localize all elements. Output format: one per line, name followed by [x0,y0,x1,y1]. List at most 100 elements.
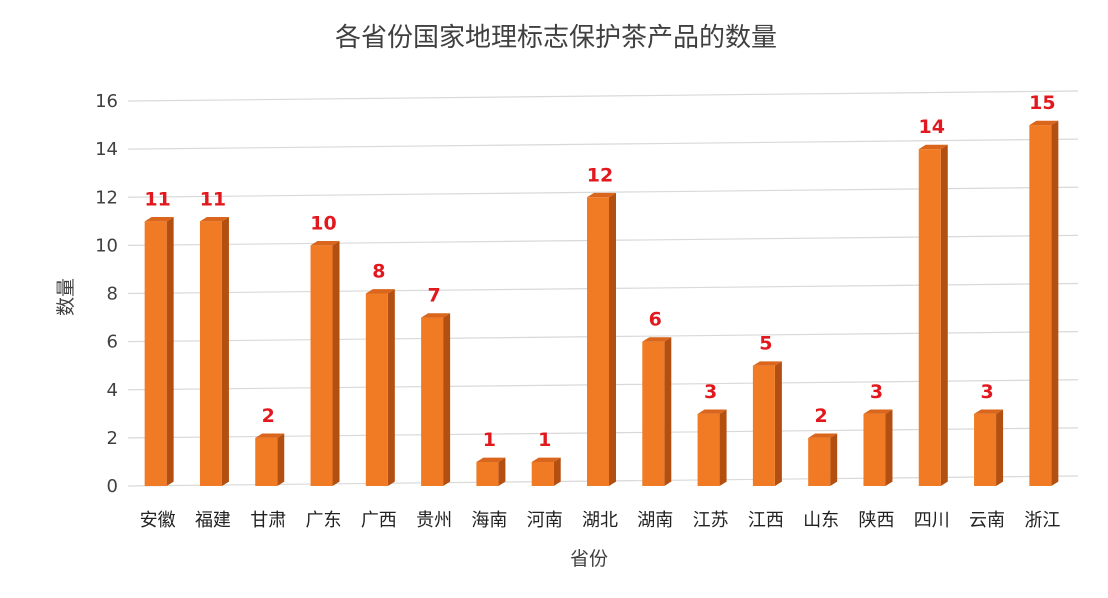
bar-side [774,361,782,486]
bar-front [476,461,499,486]
bar [918,144,948,486]
data-label: 1 [538,429,551,451]
bar-front [974,413,997,486]
y-tick-label: 0 [107,476,118,497]
x-category-label: 河南 [527,510,563,531]
bar-side [277,433,285,486]
x-category-label: 安徽 [140,510,176,531]
x-axis-title: 省份 [570,548,608,570]
data-label: 12 [587,164,613,186]
bar-top [863,409,893,414]
bar [255,433,285,486]
bar-front [697,413,720,486]
x-category-label: 浙江 [1024,510,1060,531]
bar-side [1051,120,1059,486]
x-category-label: 陕西 [858,510,894,531]
bars [144,120,1059,486]
x-category-label: 四川 [914,510,950,531]
bar [808,433,838,486]
y-tick-label: 14 [95,139,118,160]
x-category-label: 湖南 [637,510,673,531]
bar-side [664,337,672,486]
data-label: 1 [483,429,496,451]
bar [587,192,616,486]
bar-front [144,221,167,486]
x-category-label: 云南 [969,510,1005,531]
bar [421,313,451,486]
x-category-label: 江苏 [693,510,729,531]
bar-top [918,144,948,150]
bar-side [332,241,340,486]
bar-top [199,216,229,222]
y-tick-label: 8 [107,284,118,305]
bar [697,409,727,486]
bar-front [199,221,222,486]
data-label: 3 [704,381,717,403]
bar-side [719,409,727,486]
gridline [127,138,1079,150]
bar-top [808,433,838,438]
bar-front [918,149,941,486]
bar [476,457,506,486]
bar-top [365,289,395,294]
y-tick-label: 16 [95,91,118,112]
x-category-label: 福建 [195,510,231,531]
bar [1029,120,1059,486]
y-axis-title: 数量 [55,278,77,316]
data-label: 10 [310,212,336,234]
bar-front [531,461,554,486]
bar-top [974,409,1004,414]
bar [144,216,174,486]
bar-top [1029,120,1059,126]
bar-side [221,216,229,486]
bar-top [587,192,616,198]
bar-side [498,457,506,486]
data-label: 14 [919,116,945,138]
x-category-label: 湖北 [582,510,618,531]
bar-side [996,409,1004,486]
data-label: 6 [649,309,662,331]
data-label: 5 [759,333,772,355]
bar-front [310,245,333,486]
y-tick-label: 10 [95,235,118,256]
bar-front [421,317,444,486]
data-label: 8 [372,261,385,283]
bar-top [642,337,672,342]
bar-side [166,216,174,486]
bar-side [609,192,616,486]
data-label: 2 [262,405,275,427]
bar-top [697,409,727,414]
bar-top [421,313,451,318]
data-label: 15 [1029,92,1055,114]
data-label: 3 [870,381,883,403]
bar-side [830,433,838,486]
x-category-label: 甘肃 [250,510,286,531]
x-category-label: 山东 [803,510,839,531]
y-tick-label: 6 [107,332,118,353]
bar [310,241,340,486]
x-category-label: 海南 [471,510,507,531]
bar-top [310,241,340,246]
bar-side [387,289,395,486]
data-label: 11 [144,188,170,210]
bar-side [885,409,893,486]
bar-side [940,144,948,486]
x-category-label: 广西 [361,510,397,531]
y-tick-label: 12 [95,187,118,208]
bar [199,216,229,486]
bar-front [365,293,388,486]
bar [863,409,893,486]
x-category-label: 江西 [748,510,784,531]
bar [365,289,395,486]
y-tick-label: 2 [107,428,118,449]
y-axis-ticks: 0 2 4 6 8 10 12 14 16 [95,91,118,497]
data-label: 11 [200,188,226,210]
bar-side [443,313,451,486]
bar [531,457,561,486]
bar-front [642,341,665,486]
data-label: 3 [980,381,993,403]
bar-front [255,437,278,486]
x-category-label: 贵州 [416,510,452,531]
